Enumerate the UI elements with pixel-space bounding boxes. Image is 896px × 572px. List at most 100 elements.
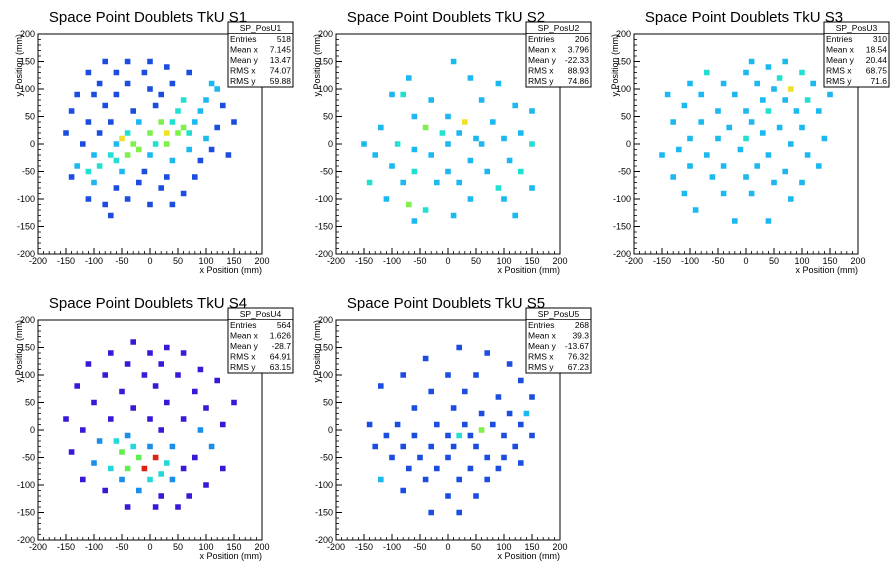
chart-title: Space Point Doublets TkU S3 (645, 9, 843, 26)
y-tick-label: -100 (17, 480, 35, 490)
histogram-bin (180, 124, 187, 131)
y-tick-label: -50 (22, 167, 35, 177)
histogram-bin (169, 201, 176, 208)
histogram-bin (726, 124, 732, 131)
histogram-bin (113, 185, 120, 191)
stats-value: 39.3 (572, 331, 589, 341)
y-tick-label: -100 (315, 480, 333, 490)
x-tick-label: 0 (445, 256, 450, 266)
histogram-bin (406, 75, 412, 81)
histogram-bin (827, 91, 833, 98)
histogram-bin (186, 146, 192, 153)
y-tick-label: -50 (22, 453, 35, 463)
histogram-bin (113, 69, 120, 76)
histogram-bin (124, 130, 131, 136)
histogram-bin (147, 416, 153, 422)
y-axis-label: y Position (mm) (14, 34, 24, 97)
histogram-bin (203, 482, 209, 488)
histogram-bin (445, 113, 451, 120)
histogram-bin (361, 141, 367, 147)
histogram-bin (124, 504, 131, 510)
histogram-pad-3: Space Point Doublets TkU S3 -200 -150 -100-… (596, 0, 894, 286)
histogram-bin (450, 212, 457, 219)
histogram-pad-2: Space Point Doublets TkU S2 -200 -150 -100-… (298, 0, 596, 286)
histogram-bin (366, 179, 373, 186)
histogram-bin (529, 432, 535, 439)
histogram-bin (788, 196, 794, 202)
histogram-bin (124, 152, 131, 158)
histogram-bin (147, 476, 153, 483)
histogram-bin (445, 454, 451, 461)
y-tick-label: 150 (616, 57, 631, 67)
histogram-bin (96, 80, 103, 87)
chart-title: Space Point Doublets TkU S4 (49, 295, 247, 312)
histogram-bin (400, 372, 406, 378)
stats-label: Entries (826, 34, 852, 44)
histogram-bin (102, 102, 108, 109)
y-tick-label: 50 (323, 398, 333, 408)
histogram-bin (495, 465, 502, 472)
histogram-bin (136, 487, 142, 494)
y-tick-label: -100 (315, 194, 333, 204)
histogram-bin (164, 64, 170, 70)
x-tick-label: 0 (147, 542, 152, 552)
histogram-bin (782, 97, 788, 103)
x-tick-label: -100 (383, 256, 401, 266)
histogram-bin (378, 124, 384, 131)
histogram-bin (411, 432, 418, 439)
histogram-bin (422, 476, 429, 483)
histogram-bin (411, 113, 418, 120)
histogram-bin (810, 80, 816, 87)
stats-name: SP_PosU2 (538, 23, 580, 33)
stats-value: 20.44 (866, 55, 888, 65)
histogram-bin (108, 119, 114, 125)
histogram-bin (152, 383, 159, 389)
histogram-bin (113, 157, 120, 164)
histogram-bin (495, 185, 502, 191)
histogram-bin (136, 454, 142, 461)
histogram-bin (816, 108, 822, 114)
histogram-bin (68, 449, 75, 455)
stats-value: 310 (873, 34, 887, 44)
histogram-bin (180, 350, 187, 356)
histogram-bin (400, 487, 406, 494)
stats-value: 68.75 (866, 66, 888, 76)
histogram-bin (231, 399, 237, 406)
x-tick-label: 50 (471, 256, 481, 266)
x-tick-label: 100 (198, 542, 213, 552)
x-tick-label: 150 (226, 542, 241, 552)
y-tick-label: 200 (318, 315, 333, 325)
x-tick-label: 200 (552, 256, 567, 266)
histogram-bin (776, 75, 783, 81)
stats-box (525, 21, 592, 88)
histogram-bin (501, 196, 507, 202)
histogram-bin (186, 69, 192, 76)
chart-title: Space Point Doublets TkU S1 (49, 9, 247, 26)
histogram-bin (743, 108, 749, 114)
stats-label: RMS x (528, 352, 554, 362)
histogram-bin (484, 454, 490, 461)
histogram-bin (164, 399, 170, 406)
histogram-bin (175, 372, 181, 378)
stats-label: RMS y (528, 362, 554, 372)
x-tick-label: 100 (794, 256, 809, 266)
histogram-bin (704, 152, 710, 158)
histogram-bin (136, 119, 142, 125)
histogram-bin (799, 69, 805, 76)
histogram-bin (383, 432, 390, 439)
histogram-bin (428, 509, 434, 516)
histogram-bin (681, 102, 688, 109)
histogram-bin (765, 152, 772, 158)
histogram-bin (147, 350, 153, 356)
x-tick-label: -150 (355, 542, 373, 552)
stats-label: Mean x (230, 331, 259, 341)
y-tick-label: -200 (17, 535, 35, 545)
histogram-bin (108, 416, 114, 422)
histogram-bin (406, 465, 412, 472)
histogram-bin (754, 80, 760, 87)
histogram-bin (709, 174, 716, 180)
stats-value: -13.67 (565, 341, 589, 351)
x-tick-label: -100 (85, 256, 103, 266)
histogram-bin (136, 146, 142, 153)
x-tick-label: 100 (198, 256, 213, 266)
